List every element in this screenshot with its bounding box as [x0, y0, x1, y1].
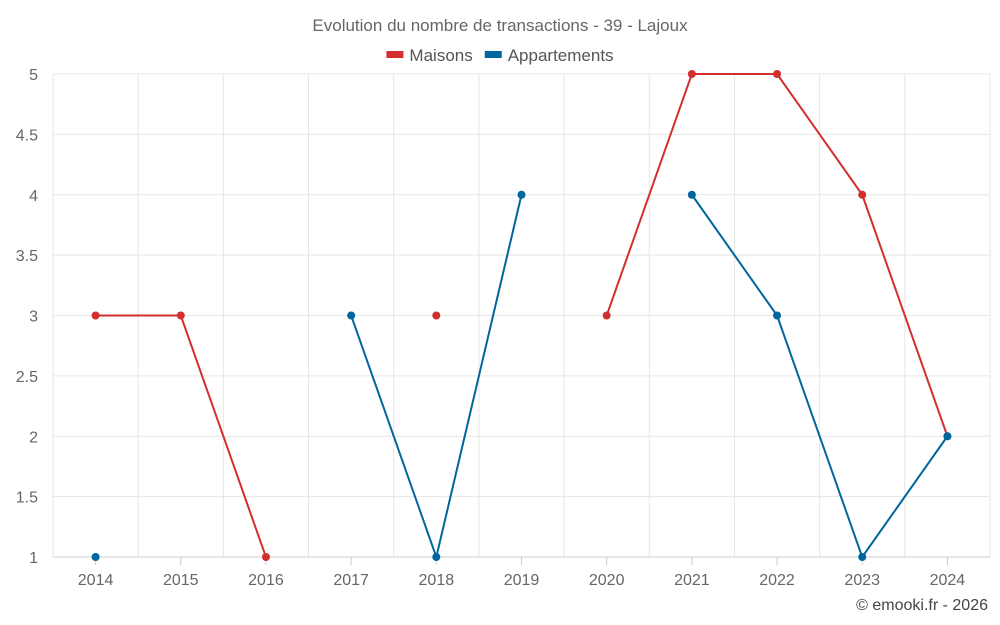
series-1 — [91, 190, 952, 561]
y-tick-label: 4.5 — [16, 127, 38, 144]
series-line — [691, 194, 949, 558]
x-tick-label: 2020 — [589, 572, 625, 589]
data-point[interactable] — [687, 70, 696, 78]
data-point[interactable] — [517, 190, 526, 199]
data-point[interactable] — [176, 311, 185, 320]
data-point[interactable] — [943, 432, 952, 441]
y-tick-label: 5 — [29, 67, 38, 84]
data-point[interactable] — [773, 311, 782, 320]
x-tick-label: 2014 — [78, 572, 114, 589]
y-tick-label: 2.5 — [16, 369, 38, 386]
x-tick-label: 2017 — [333, 572, 369, 589]
data-point[interactable] — [91, 553, 100, 561]
data-point[interactable] — [261, 553, 270, 561]
credit-text: © emooki.fr - 2026 — [856, 597, 988, 614]
data-point[interactable] — [347, 311, 356, 320]
x-tick-label: 2018 — [419, 572, 455, 589]
x-tick-label: 2024 — [930, 572, 966, 589]
data-point[interactable] — [858, 553, 867, 561]
y-tick-label: 4 — [29, 188, 38, 205]
x-tick-label: 2019 — [504, 572, 540, 589]
data-point[interactable] — [432, 311, 441, 320]
x-tick-label: 2023 — [844, 572, 880, 589]
series-0 — [91, 70, 952, 561]
legend-swatch — [484, 51, 502, 58]
data-point[interactable] — [432, 553, 441, 561]
series-layer — [91, 70, 952, 561]
data-point[interactable] — [773, 70, 782, 78]
legend: Maisons Appartements — [386, 46, 614, 65]
y-tick-label: 1.5 — [16, 490, 38, 507]
y-tick-label: 3.5 — [16, 248, 38, 265]
legend-swatch — [386, 51, 404, 58]
legend-label[interactable]: Maisons — [409, 46, 472, 65]
y-tick-label: 2 — [29, 429, 38, 446]
y-tick-label: 1 — [29, 550, 38, 567]
data-point[interactable] — [602, 311, 611, 320]
data-point[interactable] — [687, 190, 696, 199]
legend-label[interactable]: Appartements — [508, 46, 614, 65]
data-point[interactable] — [91, 311, 100, 320]
chart-title: Evolution du nombre de transactions - 39… — [312, 16, 688, 35]
x-tick-label: 2016 — [248, 572, 284, 589]
x-tick-label: 2022 — [759, 572, 795, 589]
grid — [52, 73, 991, 557]
axes: 1 1.5 2 2.5 3 3.5 4 4.5 5 2014 2015 2016 2017 2018 201… — [16, 67, 990, 589]
x-tick-label: 2015 — [163, 572, 199, 589]
data-point[interactable] — [858, 190, 867, 199]
y-tick-label: 3 — [29, 309, 38, 326]
x-tick-label: 2021 — [674, 572, 710, 589]
